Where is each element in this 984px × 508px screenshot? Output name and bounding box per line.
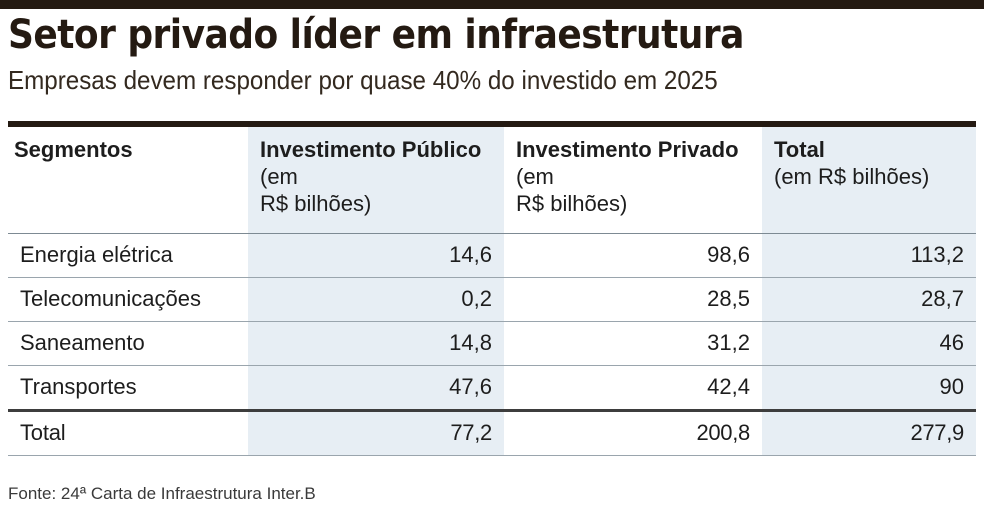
cell-total: 46 (762, 321, 976, 366)
cell-privado: 42,4 (504, 365, 762, 411)
table-row: Transportes 47,6 42,4 90 (8, 365, 976, 411)
page-title: Setor privado líder em infraestrutura (8, 12, 744, 58)
column-header-total-unit: (em R$ bilhões) (774, 164, 930, 189)
cell-privado: 98,6 (504, 233, 762, 278)
table-row: Energia elétrica 14,6 98,6 113,2 (8, 233, 976, 278)
column-header-segmentos-label: Segmentos (14, 137, 133, 162)
column-header-segmentos: Segmentos (8, 121, 248, 234)
cell-total-privado: 200,8 (504, 409, 762, 456)
column-header-total: Total (em R$ bilhões) (762, 121, 976, 234)
column-header-privado-label: Investimento Privado (516, 137, 739, 162)
column-header-privado-paren: (em (516, 164, 554, 189)
table-body: Energia elétrica 14,6 98,6 113,2 Telecom… (8, 233, 976, 456)
cell-segmento: Saneamento (8, 321, 248, 366)
cell-publico: 14,8 (248, 321, 504, 366)
column-header-privado-unit: R$ bilhões) (516, 191, 628, 216)
table-header-row: Segmentos Investimento Público (em R$ bi… (8, 121, 976, 234)
infrastructure-table: Segmentos Investimento Público (em R$ bi… (8, 121, 976, 456)
column-header-investimento-publico: Investimento Público (em R$ bilhões) (248, 121, 504, 234)
top-rule (0, 0, 984, 9)
cell-total-publico: 77,2 (248, 409, 504, 456)
column-header-publico-unit: R$ bilhões) (260, 191, 372, 216)
source-note: Fonte: 24ª Carta de Infraestrutura Inter… (8, 484, 316, 503)
table-total-row: Total 77,2 200,8 277,9 (8, 409, 976, 456)
cell-publico: 47,6 (248, 365, 504, 411)
table-header: Segmentos Investimento Público (em R$ bi… (8, 121, 976, 234)
column-header-investimento-privado: Investimento Privado (em R$ bilhões) (504, 121, 762, 234)
column-header-publico-label: Investimento Público (260, 137, 482, 162)
headline-block: Setor privado líder em infraestrutura Em… (8, 12, 976, 96)
cell-segmento: Telecomunicações (8, 277, 248, 322)
infrastructure-table-wrap: Segmentos Investimento Público (em R$ bi… (8, 121, 976, 456)
column-header-publico-paren: (em (260, 164, 298, 189)
cell-segmento: Energia elétrica (8, 233, 248, 278)
page-subtitle: Empresas devem responder por quase 40% d… (8, 65, 718, 95)
cell-total-label: Total (8, 409, 248, 456)
cell-total: 28,7 (762, 277, 976, 322)
table-row: Saneamento 14,8 31,2 46 (8, 321, 976, 366)
cell-total-total: 277,9 (762, 409, 976, 456)
cell-privado: 28,5 (504, 277, 762, 322)
cell-publico: 0,2 (248, 277, 504, 322)
cell-privado: 31,2 (504, 321, 762, 366)
cell-total: 90 (762, 365, 976, 411)
cell-segmento: Transportes (8, 365, 248, 411)
table-row: Telecomunicações 0,2 28,5 28,7 (8, 277, 976, 322)
cell-total: 113,2 (762, 233, 976, 278)
column-header-total-label: Total (774, 137, 825, 162)
cell-publico: 14,6 (248, 233, 504, 278)
